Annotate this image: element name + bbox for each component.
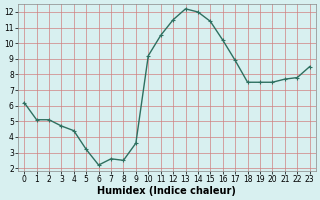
- X-axis label: Humidex (Indice chaleur): Humidex (Indice chaleur): [98, 186, 236, 196]
